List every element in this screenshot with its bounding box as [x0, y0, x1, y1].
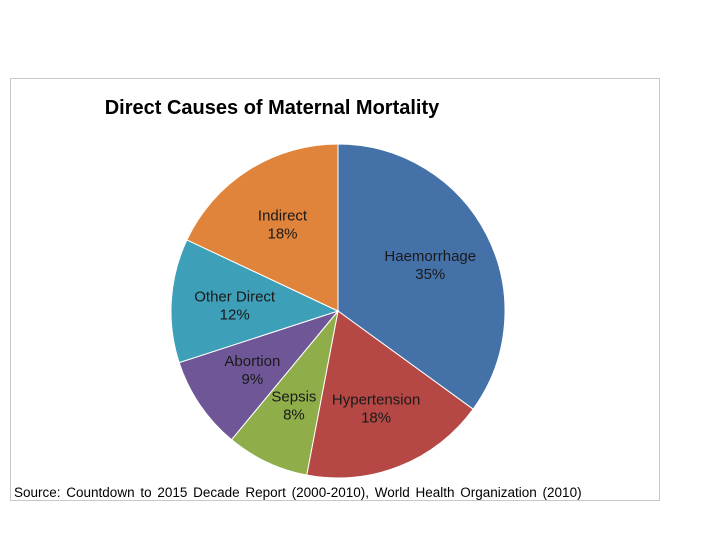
pie-slice-abortion	[178, 309, 340, 441]
slice-label-sepsis: Sepsis	[271, 389, 316, 406]
slice-label-abortion: Abortion	[224, 353, 280, 370]
pie-slice-indirect	[186, 143, 339, 312]
slice-value-abortion: 9%	[242, 371, 264, 388]
pie-slice-hypertension	[306, 310, 474, 479]
pie-chart: Haemorrhage35%Hypertension18%Sepsis8%Abo…	[170, 143, 506, 479]
pie-slice-haemorrhage	[337, 143, 506, 410]
chart-title: Direct Causes of Maternal Mortality	[104, 97, 440, 119]
slice-value-sepsis: 8%	[283, 407, 305, 424]
slice-label-other-direct: Other Direct	[194, 288, 276, 305]
slice-value-indirect: 18%	[268, 226, 298, 243]
slice-value-hypertension: 18%	[361, 409, 391, 426]
slice-value-other-direct: 12%	[220, 306, 250, 323]
chart-frame: Direct Causes of Maternal Mortality Haem…	[10, 78, 660, 501]
slice-label-indirect: Indirect	[258, 208, 308, 225]
slice-value-haemorrhage: 35%	[415, 266, 445, 283]
slice-label-haemorrhage: Haemorrhage	[384, 248, 476, 265]
pie-slice-other-direct	[170, 239, 340, 364]
source-note: Source: Countdown to 2015 Decade Report …	[14, 485, 582, 500]
slice-label-hypertension: Hypertension	[332, 391, 420, 408]
